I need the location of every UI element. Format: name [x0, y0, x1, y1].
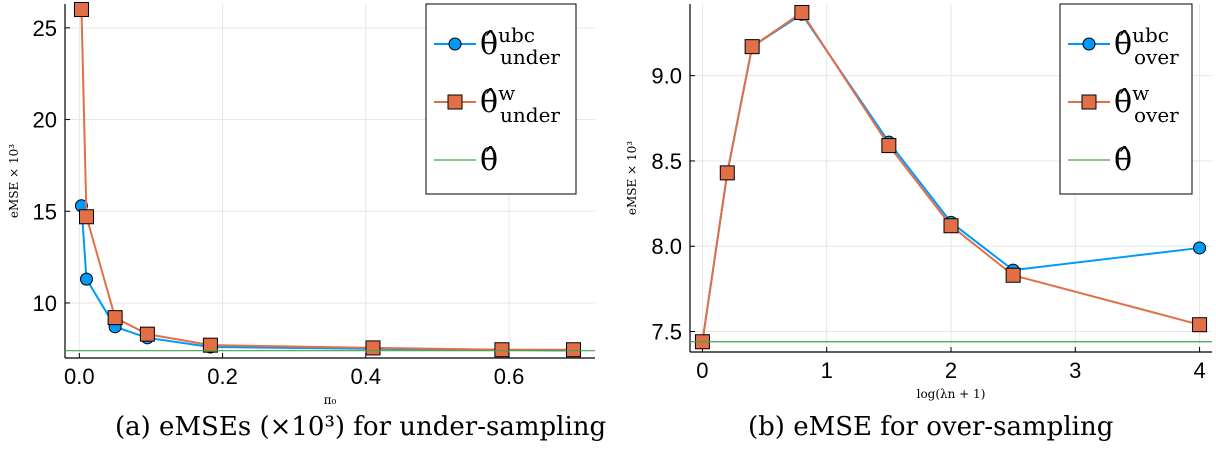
legend-swatch-marker — [447, 94, 463, 110]
x-tick-label: 0.4 — [351, 364, 382, 389]
legend-swatch-marker — [1082, 37, 1096, 51]
data-point — [566, 342, 582, 358]
data-point — [202, 337, 218, 353]
x-tick-label: 1 — [821, 358, 833, 383]
legend-label-subscript: over — [1134, 45, 1179, 69]
data-point — [943, 218, 959, 234]
y-tick-label: 15 — [33, 199, 57, 224]
x-tick-label: 0.6 — [494, 364, 525, 389]
legend-box — [425, 3, 577, 195]
y-tick-label: 8.5 — [651, 149, 682, 174]
x-tick-label: 0.2 — [207, 364, 238, 389]
caption-a: (a) eMSEs (×10³) for under-sampling — [115, 412, 607, 442]
x-tick-label: 3 — [1069, 358, 1081, 383]
x-axis-label: log(λn + 1) — [917, 387, 986, 401]
x-axis-label: π₀ — [324, 393, 337, 407]
y-axis-label: eMSE × 10³ — [625, 141, 639, 215]
y-axis-label: eMSE × 10³ — [7, 144, 21, 218]
data-point — [744, 39, 760, 55]
data-point — [881, 138, 897, 154]
x-tick-label: 0 — [696, 358, 708, 383]
data-point — [1193, 241, 1207, 255]
y-tick-label: 25 — [33, 16, 57, 41]
y-tick-label: 10 — [33, 291, 57, 316]
legend-swatch-marker — [1081, 94, 1097, 110]
legend-label: θ̂ — [480, 143, 498, 178]
data-point — [79, 272, 93, 286]
series-line-1 — [701, 11, 1200, 342]
y-tick-label: 7.5 — [651, 320, 682, 345]
legend-swatch-marker — [448, 37, 462, 51]
y-tick-label: 8.0 — [651, 234, 682, 259]
chart-panel-b: 0 1 2 3 4 7.5 8.0 8.5 9.0 log(λn + 1) eMSE × 10³ θ̂… — [625, 3, 1212, 401]
legend-label: θ̂ — [1114, 143, 1132, 178]
data-point — [719, 165, 735, 181]
y-tick-label: 9.0 — [651, 64, 682, 89]
x-tick-label: 4 — [1193, 358, 1205, 383]
data-point — [794, 5, 810, 21]
data-point — [107, 310, 123, 326]
series-line-1 — [80, 9, 574, 351]
legend-label: θ̂ubc — [1114, 23, 1169, 62]
caption-b: (b) eMSE for over-sampling — [748, 412, 1114, 442]
data-point — [365, 340, 381, 356]
x-tick-label: 2 — [945, 358, 957, 383]
legend-label-subscript: over — [1134, 103, 1179, 127]
legend-label: θ̂ubc — [480, 23, 535, 62]
legend-label-subscript: under — [500, 103, 560, 127]
legend-label: θ̂w — [480, 81, 515, 120]
data-point — [1192, 317, 1208, 333]
legend-label: θ̂w — [1114, 81, 1149, 120]
x-tick-label: 0.0 — [64, 364, 95, 389]
legend-label-subscript: under — [500, 45, 560, 69]
data-point — [494, 342, 510, 358]
series-line-0 — [80, 205, 574, 352]
data-point — [1005, 267, 1021, 283]
data-point — [78, 209, 94, 225]
y-tick-label: 20 — [33, 108, 57, 133]
data-point — [139, 326, 155, 342]
data-point — [73, 2, 89, 18]
